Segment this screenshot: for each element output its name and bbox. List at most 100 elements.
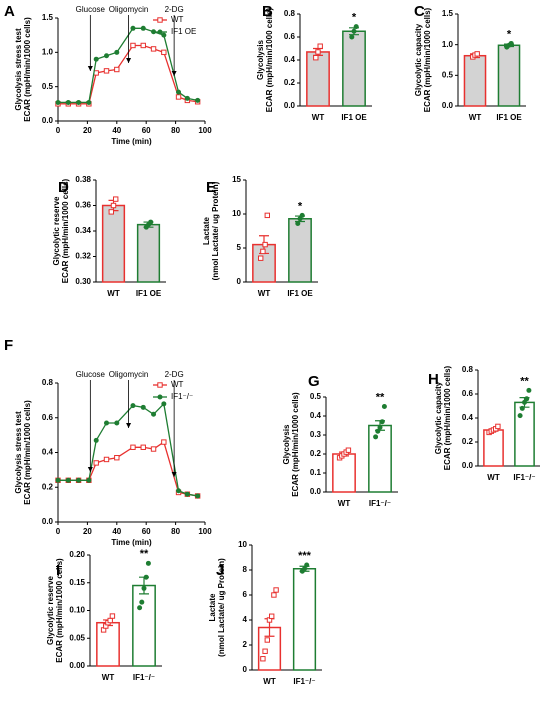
y-tick-label: 0.30 <box>75 277 91 286</box>
bar <box>497 44 521 107</box>
y-tick-label: 0.4 <box>462 413 474 422</box>
y-axis-label: Glycolysis stress test <box>14 28 23 111</box>
y-tick-label: 0.5 <box>310 392 322 401</box>
marker <box>141 585 147 591</box>
y-axis-label: Lactate <box>208 593 217 622</box>
panel: G 0.0 0.1 0.2 0.3 0.4 0.5 Glycolysis ECAR (mpH/m… <box>282 373 398 508</box>
panel: F 0.0 0.2 0.4 0.6 0.8 Glycolysis stress test EC… <box>4 337 212 547</box>
significance: * <box>298 200 303 212</box>
y-tick-label: 0.4 <box>42 448 54 457</box>
x-tick-label: IF1⁻/⁻ <box>293 677 315 686</box>
y-tick-label: 0.0 <box>310 487 322 496</box>
marker <box>313 55 319 61</box>
y-axis-label: Glycolysis stress test <box>14 411 23 494</box>
marker <box>524 396 530 402</box>
marker <box>151 411 157 417</box>
y-tick-label: 0.8 <box>284 9 296 18</box>
arrow-head <box>87 66 93 71</box>
y-axis-label: Lactate <box>202 216 211 245</box>
x-tick-label: WT <box>469 113 482 122</box>
arrow-head <box>87 467 93 472</box>
y-axis-label: ECAR (mpH/min/1000 cells) <box>291 392 300 497</box>
marker <box>269 613 275 619</box>
y-tick-label: 0.4 <box>284 55 296 64</box>
x-tick-label: 100 <box>198 527 212 536</box>
bar <box>136 223 161 283</box>
marker <box>150 46 157 52</box>
marker <box>76 477 82 483</box>
legend-label: WT <box>171 15 184 24</box>
panel-letter: F <box>4 337 13 354</box>
bar <box>101 204 126 283</box>
series-line <box>58 441 198 497</box>
legend-label: IF1 OE <box>171 27 196 36</box>
bar <box>292 568 317 671</box>
x-tick-label: IF1 OE <box>341 113 367 122</box>
significance: ** <box>376 391 385 403</box>
marker <box>65 477 71 483</box>
panel-letter: C <box>414 3 425 20</box>
y-tick-label: 0.6 <box>42 413 54 422</box>
y-tick-label: 0.00 <box>69 661 85 670</box>
marker <box>264 637 271 643</box>
marker <box>55 477 61 483</box>
y-tick-label: 0.5 <box>42 82 54 91</box>
y-tick-label: 0.2 <box>42 482 54 491</box>
x-tick-label: 40 <box>112 126 121 135</box>
x-tick-label: WT <box>263 677 276 686</box>
annotation: 2-DG <box>165 370 184 379</box>
y-tick-label: 0.3 <box>310 430 322 439</box>
y-tick-label: 0.34 <box>75 226 91 235</box>
x-tick-label: 80 <box>171 527 180 536</box>
y-tick-label: 0 <box>237 277 242 286</box>
y-tick-label: 0.1 <box>310 468 322 477</box>
marker <box>304 562 310 568</box>
marker <box>373 434 379 440</box>
marker <box>114 49 120 55</box>
x-tick-label: IF1 OE <box>287 289 313 298</box>
y-tick-label: 0.8 <box>462 365 474 374</box>
marker <box>260 248 266 255</box>
marker <box>107 617 113 624</box>
marker <box>495 423 501 430</box>
marker <box>137 605 143 611</box>
marker <box>93 460 99 466</box>
marker <box>103 68 110 74</box>
y-tick-label: 1.5 <box>442 9 454 18</box>
marker <box>351 28 357 34</box>
panel-letter: E <box>206 179 216 196</box>
y-tick-label: 0 <box>243 665 248 674</box>
x-tick-label: WT <box>338 499 351 508</box>
marker <box>517 413 523 419</box>
y-axis-label: ECAR (mpH/min/1000 cells) <box>23 400 32 505</box>
panel: C 0.0 0.5 1.0 1.5 Glycolytic capacity ECAR (mp… <box>414 3 526 122</box>
y-axis-label: Glycolytic capacity <box>414 23 423 96</box>
y-tick-label: 10 <box>232 209 241 218</box>
marker <box>260 656 266 662</box>
marker <box>258 255 264 261</box>
marker <box>86 99 92 105</box>
x-tick-label: 20 <box>83 527 92 536</box>
y-tick-label: 1.0 <box>42 47 54 56</box>
marker <box>522 399 527 405</box>
arrow-head <box>171 472 177 477</box>
y-axis-label: Glycolytic reserve <box>52 196 61 265</box>
panel-letter: J <box>216 562 224 579</box>
marker <box>377 424 383 430</box>
y-tick-label: 0.8 <box>42 378 54 387</box>
y-tick-label: 1.0 <box>442 40 454 49</box>
y-tick-label: 0.0 <box>442 101 454 110</box>
annotation: Glucose <box>76 370 106 379</box>
marker <box>130 42 136 49</box>
y-tick-label: 0.6 <box>462 389 474 398</box>
marker <box>175 94 182 100</box>
x-tick-label: IF1 OE <box>496 113 522 122</box>
x-tick-label: 0 <box>56 527 61 536</box>
annotation: Glucose <box>76 5 106 14</box>
y-tick-label: 6 <box>243 590 248 599</box>
panel-letter: I <box>56 562 60 579</box>
y-tick-label: 0.0 <box>284 101 296 110</box>
y-tick-label: 0.10 <box>69 606 85 615</box>
marker <box>271 592 277 598</box>
